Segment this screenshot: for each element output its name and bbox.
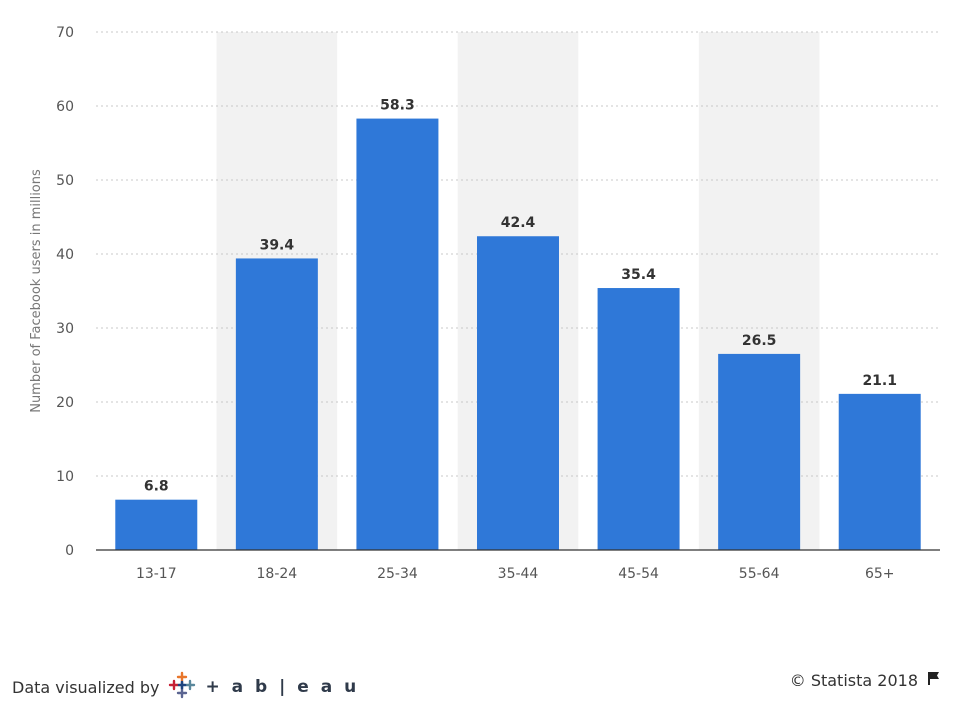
x-tick-label: 18-24 [257, 566, 298, 582]
y-tick-label: 30 [56, 321, 74, 337]
y-tick-label: 60 [56, 99, 74, 115]
data-label: 35.4 [621, 267, 656, 283]
data-label: 21.1 [862, 373, 897, 389]
bar [477, 236, 559, 551]
y-tick-label: 40 [56, 247, 74, 263]
data-label: 6.8 [144, 479, 169, 495]
tableau-logo-icon [167, 670, 197, 704]
x-tick-label: 45-54 [618, 566, 659, 582]
x-tick-label: 55-64 [739, 566, 780, 582]
data-label: 39.4 [260, 237, 295, 253]
tableau-wordmark: + a b | e a u [205, 677, 360, 697]
y-tick-label: 0 [65, 543, 74, 559]
bar [597, 288, 680, 550]
x-tick-label: 35-44 [498, 566, 539, 582]
copyright-text: © Statista 2018 [789, 670, 918, 690]
data-label: 42.4 [501, 215, 536, 231]
bar [235, 258, 318, 550]
y-axis-label: Number of Facebook users in millions [29, 169, 44, 413]
flag-icon[interactable] [926, 670, 942, 690]
footer-copyright: © Statista 2018 [790, 670, 942, 690]
y-tick-label: 70 [56, 25, 74, 41]
x-tick-label: 65+ [865, 566, 895, 582]
bar [356, 118, 439, 550]
x-tick-label: 13-17 [136, 566, 177, 582]
data-visualized-label: Data visualized by [12, 677, 160, 697]
bar [115, 499, 198, 550]
y-tick-label: 50 [56, 173, 74, 189]
x-tick-label: 25-34 [377, 566, 418, 582]
y-tick-label: 10 [56, 469, 74, 485]
footer-attribution: Data visualized by + a b | e a u [12, 670, 359, 704]
data-label: 58.3 [380, 98, 415, 114]
data-label: 26.5 [742, 333, 777, 349]
bar [718, 353, 801, 550]
bar [838, 393, 921, 550]
y-tick-label: 20 [56, 395, 74, 411]
